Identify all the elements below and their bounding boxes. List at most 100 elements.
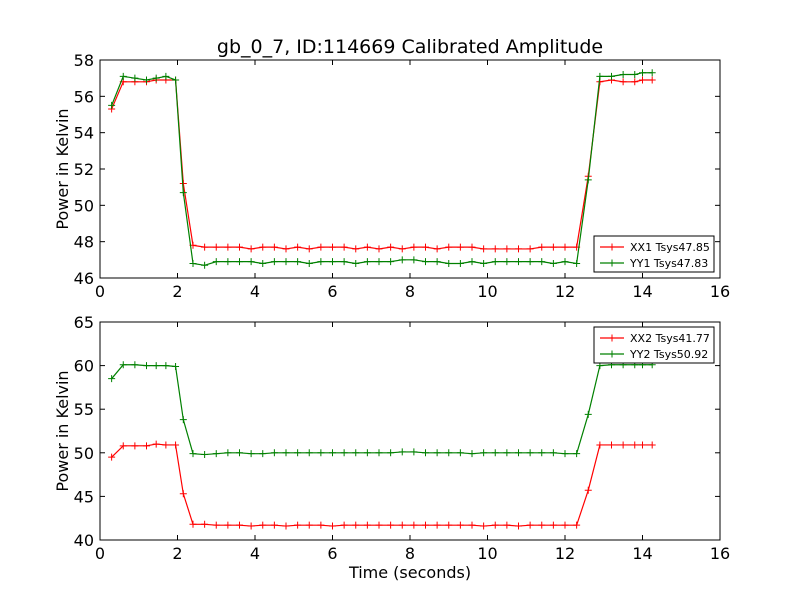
data-point xyxy=(294,243,302,251)
y-tick-label: 56 xyxy=(74,87,94,106)
data-point xyxy=(468,521,476,529)
data-point xyxy=(456,259,464,267)
data-point xyxy=(639,69,646,77)
data-point xyxy=(503,449,511,457)
data-point xyxy=(433,521,441,529)
data-point xyxy=(549,243,557,251)
legend-label: XX1 Tsys47.85 xyxy=(630,241,710,254)
data-point xyxy=(584,410,592,418)
data-point xyxy=(480,245,488,253)
y-tick-label: 40 xyxy=(74,531,94,550)
x-tick-label: 16 xyxy=(710,544,730,563)
data-point xyxy=(162,362,170,370)
data-point xyxy=(162,72,170,80)
data-point xyxy=(515,522,522,530)
data-point xyxy=(503,521,511,529)
data-point xyxy=(433,245,441,253)
x-tick-label: 14 xyxy=(632,282,652,301)
data-point xyxy=(491,258,499,266)
data-point xyxy=(131,74,139,82)
legend-box xyxy=(593,326,715,364)
data-point xyxy=(259,450,267,458)
data-point xyxy=(375,245,383,253)
data-point xyxy=(224,258,232,266)
data-point xyxy=(282,245,290,253)
data-point xyxy=(352,245,360,253)
data-point xyxy=(172,362,180,370)
x-tick-label: 10 xyxy=(477,282,497,301)
data-point xyxy=(179,416,187,424)
data-point xyxy=(526,449,534,457)
x-tick-label: 14 xyxy=(632,544,652,563)
data-point xyxy=(119,442,127,450)
data-point xyxy=(282,522,290,530)
data-point xyxy=(422,521,429,529)
data-point xyxy=(305,245,313,253)
series-xx2 xyxy=(108,440,656,530)
data-point xyxy=(294,521,302,529)
data-point xyxy=(189,520,197,528)
data-point xyxy=(143,362,150,370)
data-point xyxy=(584,486,592,494)
data-point xyxy=(236,449,243,457)
data-point xyxy=(433,258,441,266)
data-point xyxy=(317,243,325,251)
data-point xyxy=(480,259,488,267)
data-point xyxy=(422,449,429,457)
y-tick-label: 48 xyxy=(74,233,94,252)
data-point xyxy=(212,258,220,266)
data-point xyxy=(363,243,371,251)
data-point xyxy=(317,449,325,457)
data-point xyxy=(162,441,170,449)
legend-marker xyxy=(608,334,616,342)
x-tick-label: 6 xyxy=(327,282,337,301)
data-point xyxy=(619,441,627,449)
chart-title: gb_0_7, ID:114669 Calibrated Amplitude xyxy=(217,36,603,58)
data-point xyxy=(152,440,160,448)
data-point xyxy=(270,449,278,457)
legend: XX1 Tsys47.85 YY1 Tsys47.83 xyxy=(593,235,715,273)
data-point xyxy=(259,243,267,251)
data-point xyxy=(375,449,383,457)
data-point xyxy=(561,243,569,251)
data-point xyxy=(172,76,180,84)
bottom-plot: 0 2 4 6 8 10 12 14 16 40 45 50 55 60 65 Power in Kelvin… xyxy=(53,313,730,582)
data-point xyxy=(422,243,429,251)
data-point xyxy=(538,449,546,457)
data-point xyxy=(270,258,278,266)
legend: XX2 Tsys41.77 YY2 Tsys50.92 xyxy=(593,326,715,364)
data-point xyxy=(201,451,209,459)
data-point xyxy=(189,259,197,267)
data-point xyxy=(259,259,267,267)
data-point xyxy=(480,449,488,457)
x-tick-label: 2 xyxy=(172,282,182,301)
data-point xyxy=(340,243,348,251)
data-point xyxy=(619,71,627,79)
data-point xyxy=(398,256,406,264)
data-point xyxy=(282,449,290,457)
data-point xyxy=(648,69,656,77)
data-point xyxy=(549,449,557,457)
data-point xyxy=(236,258,243,266)
x-tick-label: 12 xyxy=(555,282,575,301)
data-point xyxy=(515,258,522,266)
data-point xyxy=(639,441,646,449)
data-point xyxy=(247,245,255,253)
data-point xyxy=(305,449,313,457)
data-point xyxy=(596,441,604,449)
data-point xyxy=(631,441,639,449)
data-point xyxy=(468,243,476,251)
data-point xyxy=(247,450,255,458)
data-point xyxy=(573,521,581,529)
data-point xyxy=(212,243,220,251)
data-point xyxy=(631,78,639,86)
data-point xyxy=(398,448,406,456)
data-point xyxy=(108,453,116,461)
data-point xyxy=(526,521,534,529)
data-point xyxy=(491,521,499,529)
data-point xyxy=(143,76,150,84)
data-point xyxy=(179,189,187,197)
x-axis-label: Time (seconds) xyxy=(348,563,471,582)
data-point xyxy=(456,243,464,251)
